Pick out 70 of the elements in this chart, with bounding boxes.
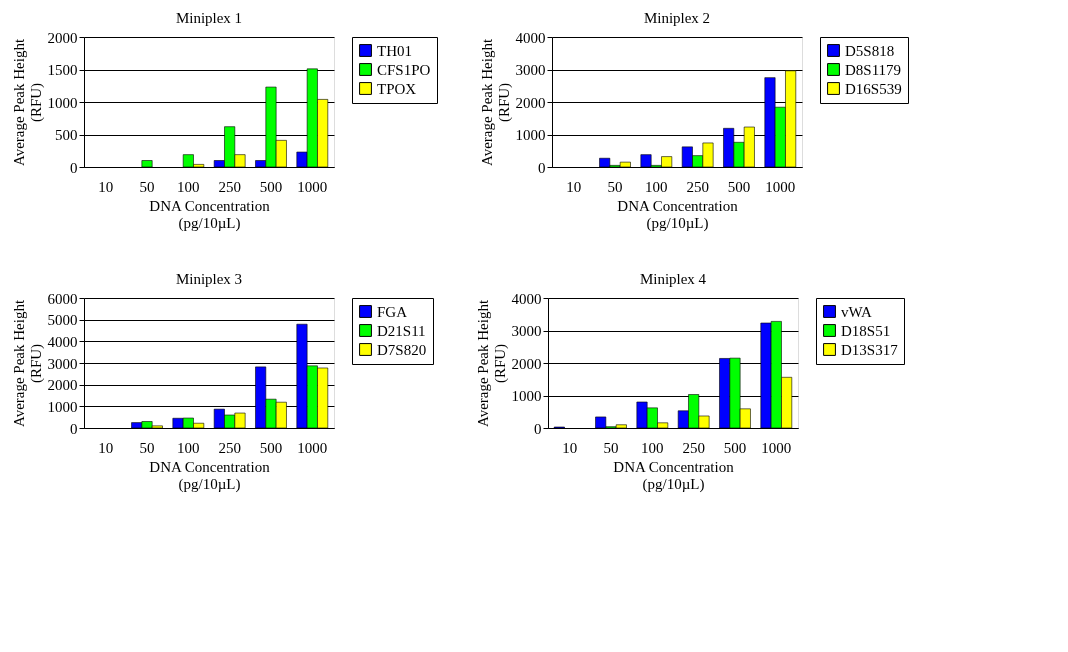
- y-tick-label: 1000: [511, 388, 542, 404]
- chart-title: Miniplex 1: [175, 10, 243, 26]
- x-tick-label: 100: [177, 178, 200, 195]
- y-tick-label: 0: [534, 420, 542, 437]
- y-tick-label: 1000: [47, 94, 78, 111]
- y-tick-label: 2000: [511, 355, 542, 372]
- x-tick-label: 50: [139, 178, 155, 195]
- y-tick-label: 2000: [47, 377, 78, 394]
- y-tick-label: 1500: [47, 62, 78, 78]
- legend-label: CFS1PO: [377, 61, 431, 78]
- y-tick-label: 1000: [515, 127, 546, 143]
- x-tick-label: 50: [139, 439, 155, 456]
- x-tick-label: 50: [603, 439, 619, 456]
- y-tick-label: 500: [55, 127, 78, 143]
- y-tick-label: 0: [70, 420, 78, 437]
- x-tick-label: 10: [562, 439, 578, 456]
- x-tick-label: 50: [607, 178, 623, 195]
- y-tick-label: 5000: [47, 312, 78, 329]
- x-tick-label: 500: [723, 439, 747, 456]
- x-tick-label: 100: [177, 439, 200, 456]
- chart-title: Miniplex 2: [643, 10, 711, 26]
- y-tick-label: 4000: [511, 290, 542, 307]
- chart-title: Miniplex 3: [175, 271, 243, 287]
- y-tick-label: 6000: [47, 290, 78, 307]
- x-tick-label: 250: [218, 439, 241, 456]
- x-tick-label: 10: [98, 178, 114, 195]
- y-tick-label: 4000: [515, 29, 546, 46]
- legend-label: D13S317: [841, 341, 899, 358]
- x-tick-label: 250: [686, 178, 709, 195]
- x-tick-label: 10: [98, 439, 114, 456]
- legend-label: TPOX: [377, 80, 417, 97]
- legend-label: D7S820: [377, 341, 427, 358]
- x-tick-label: 100: [645, 178, 668, 195]
- y-tick-label: 2000: [47, 29, 78, 46]
- x-tick-label: 1000: [765, 178, 796, 195]
- legend-label: TH01: [377, 42, 412, 59]
- x-tick-label: 1000: [297, 178, 328, 195]
- y-tick-label: 0: [70, 159, 78, 176]
- y-axis-title: Average Peak Height (RFU): [10, 38, 45, 167]
- x-tick-label: 250: [218, 178, 241, 195]
- x-tick-label: 250: [682, 439, 705, 456]
- legend-label: D21S11: [377, 322, 426, 339]
- y-tick-label: 3000: [511, 323, 542, 339]
- x-tick-label: 500: [259, 439, 283, 456]
- legend-label: D5S818: [845, 42, 895, 59]
- y-axis-title: Average Peak Height (RFU): [478, 38, 513, 167]
- y-tick-label: 0: [538, 159, 546, 176]
- legend-label: vWA: [841, 303, 872, 320]
- y-tick-label: 1000: [47, 398, 78, 415]
- x-axis-title: DNA Concentration (pg/10µL): [613, 458, 735, 493]
- y-tick-label: 4000: [47, 333, 78, 350]
- legend-label: D16S539: [845, 80, 902, 97]
- legend-label: D8S1179: [845, 61, 902, 78]
- legend-label: D18S51: [841, 322, 891, 339]
- x-tick-label: 100: [641, 439, 664, 456]
- y-tick-label: 3000: [515, 62, 546, 78]
- x-tick-label: 10: [566, 178, 582, 195]
- x-tick-label: 500: [259, 178, 283, 195]
- x-axis-title: DNA Concentration (pg/10µL): [617, 197, 739, 232]
- y-axis-title: Average Peak Height (RFU): [10, 299, 45, 428]
- y-tick-label: 2000: [515, 94, 546, 111]
- y-axis-title: Average Peak Height (RFU): [474, 299, 509, 428]
- x-axis-title: DNA Concentration (pg/10µL): [149, 197, 271, 232]
- x-axis-title: DNA Concentration (pg/10µL): [149, 458, 271, 493]
- legend-label: FGA: [377, 303, 408, 320]
- x-tick-label: 1000: [297, 439, 328, 456]
- y-tick-label: 3000: [47, 355, 78, 372]
- chart-title: Miniplex 4: [639, 271, 707, 287]
- x-tick-label: 1000: [761, 439, 792, 456]
- x-tick-label: 500: [727, 178, 751, 195]
